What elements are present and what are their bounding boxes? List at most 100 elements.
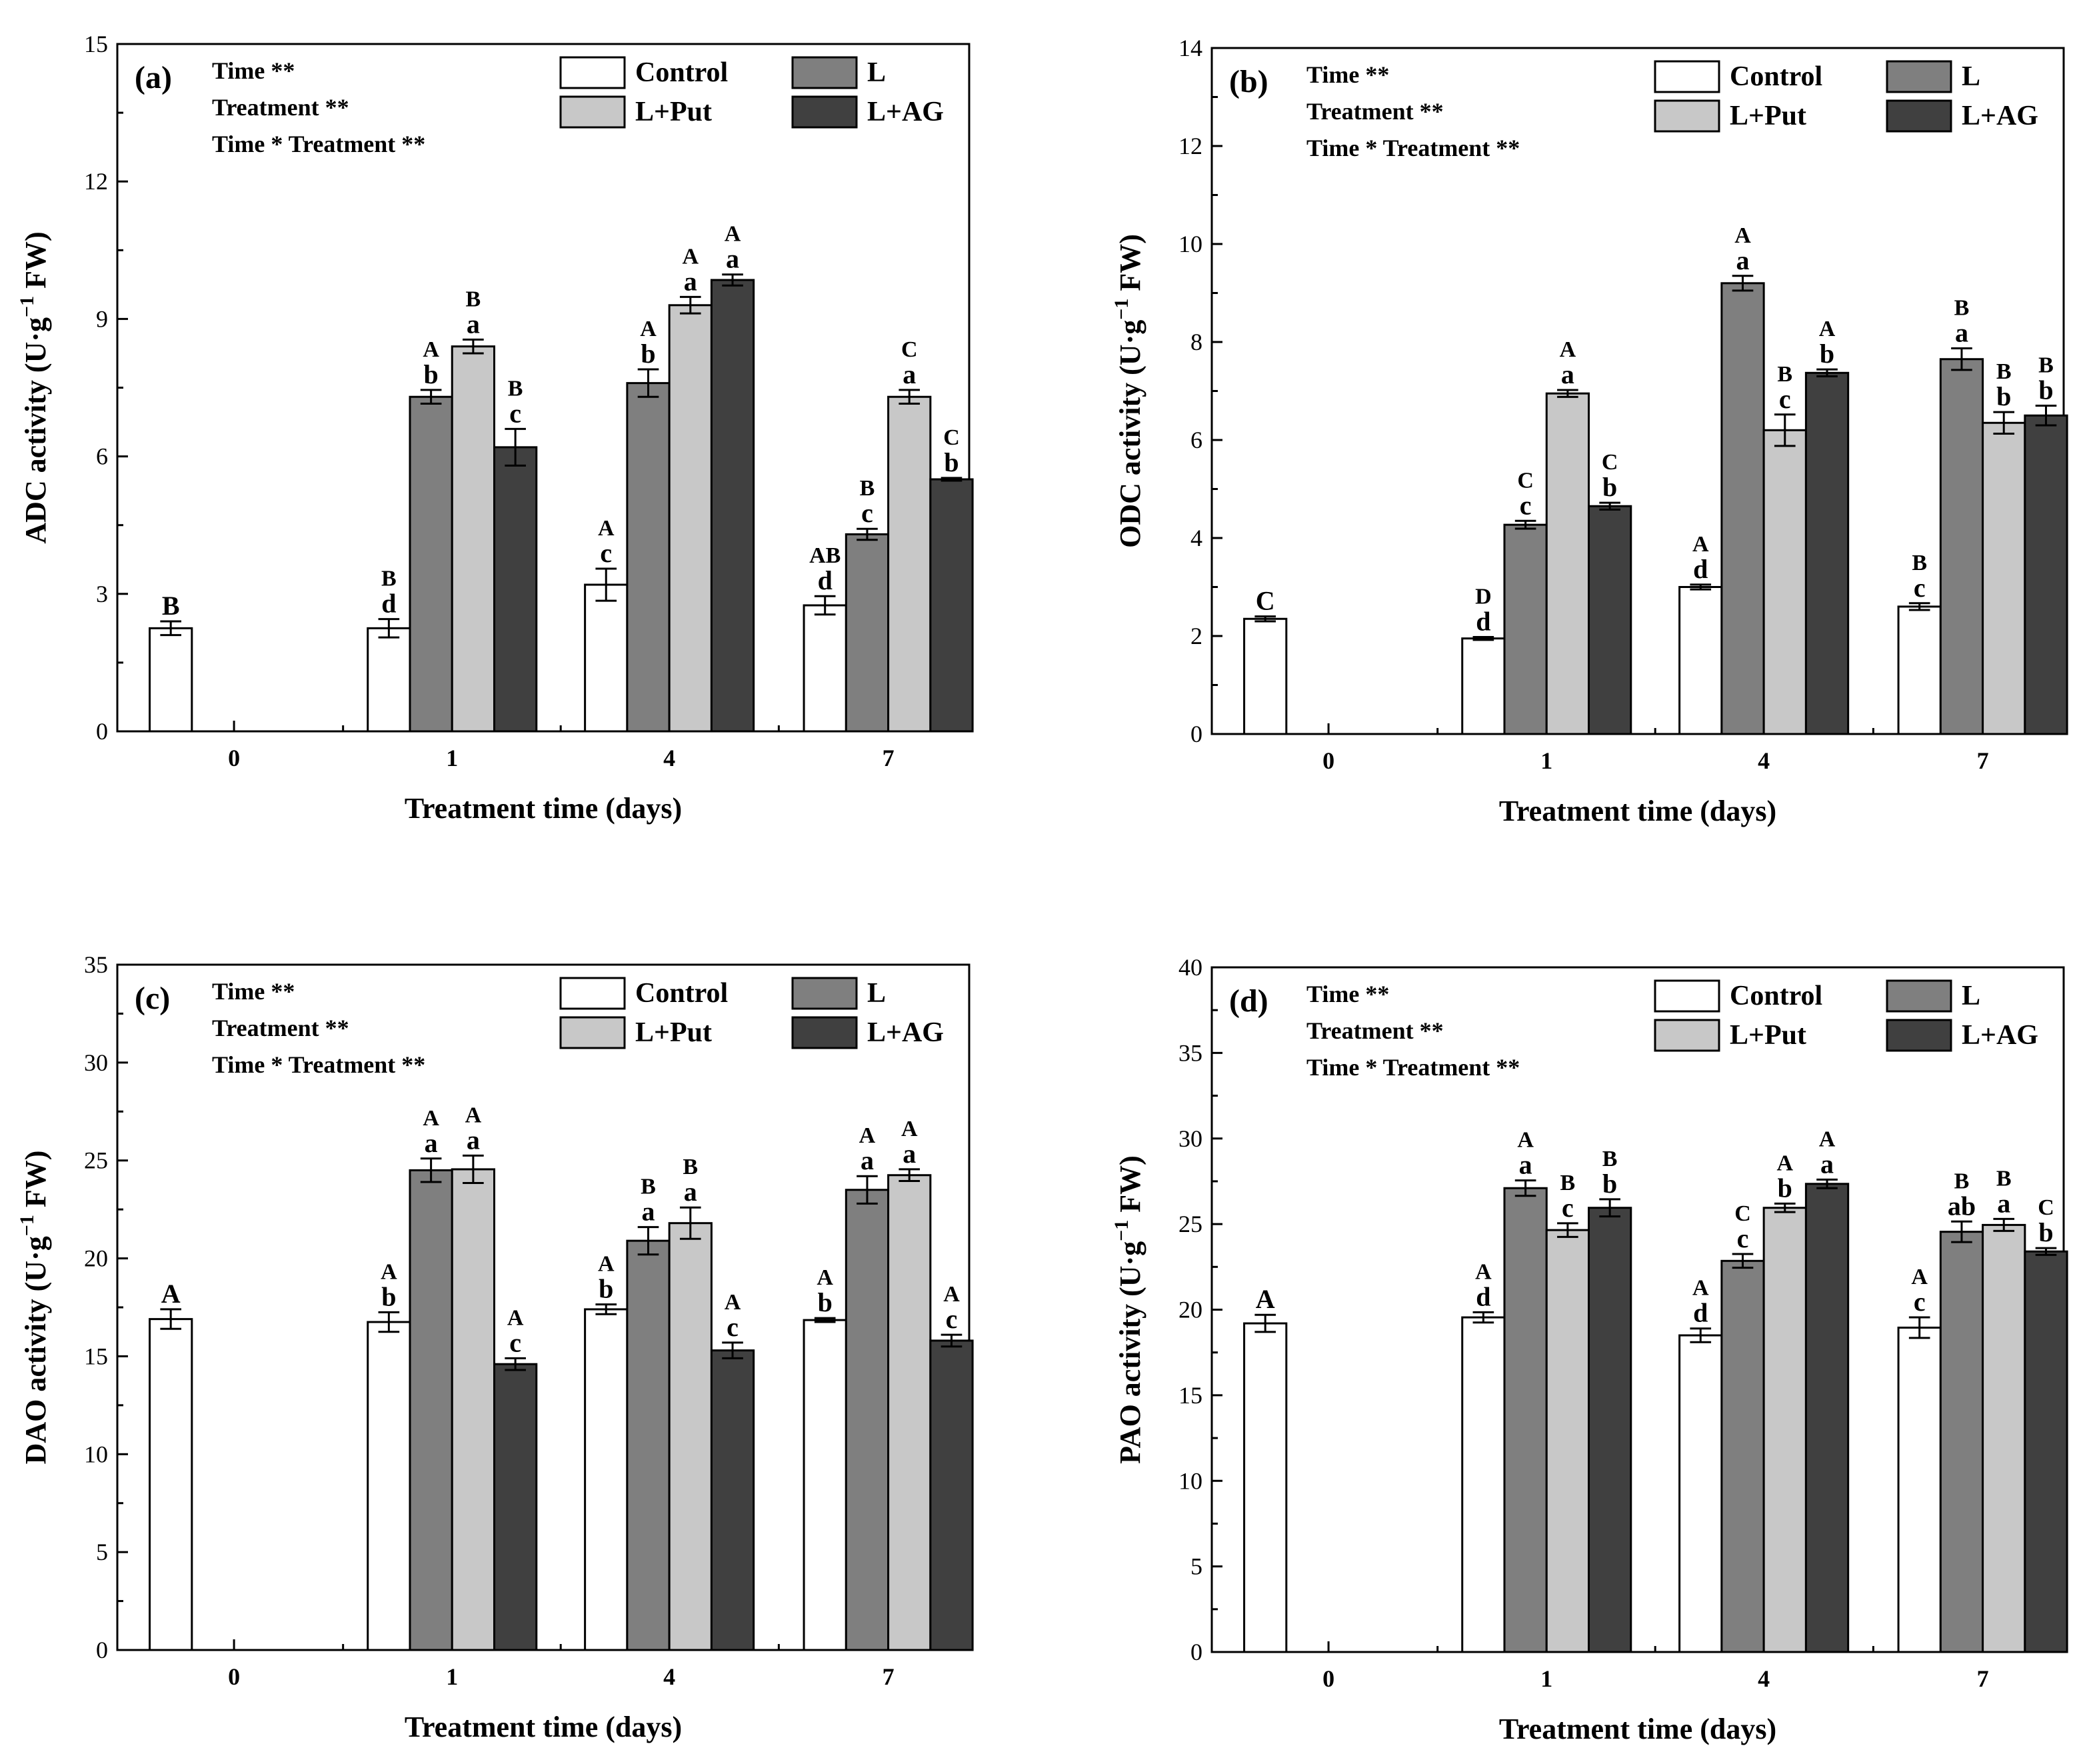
bar-l-day4 [626, 382, 671, 733]
bar-lput-day1 [451, 1168, 496, 1651]
x-tick-label: 4 [1758, 747, 1770, 774]
significance-label: a [726, 244, 739, 274]
legend-swatch-lput [1654, 1019, 1720, 1052]
significance-label: d [381, 589, 396, 619]
significance-label: a [467, 1125, 480, 1155]
y-tick-label: 20 [1178, 1297, 1202, 1323]
y-tick-label: 6 [1190, 427, 1202, 453]
significance-label: a [1955, 318, 1968, 348]
y-tick-label: 15 [84, 1343, 108, 1369]
bar-control-day7 [803, 1319, 847, 1651]
legend-label: L [1962, 61, 1980, 92]
significance-label: B [1777, 362, 1792, 387]
significance-label: B [1954, 1169, 1970, 1193]
significance-label: a [467, 309, 480, 339]
y-tick-label: 0 [1190, 721, 1202, 747]
y-tick-label: 40 [1178, 954, 1202, 981]
significance-label: c [509, 398, 521, 428]
significance-label: d [1476, 606, 1490, 636]
y-tick-label: 2 [1190, 623, 1202, 649]
x-axis-title: Treatment time (days) [1499, 1713, 1776, 1745]
x-tick-label: 1 [446, 1663, 458, 1690]
x-tick-label: 4 [663, 1663, 675, 1690]
y-tick-label: 10 [1178, 1467, 1202, 1494]
bar-lput-day4 [668, 304, 713, 733]
significance-label: B [1996, 359, 2012, 384]
x-axis-title: Treatment time (days) [405, 1711, 682, 1743]
stats-annotation: Treatment ** [212, 1015, 349, 1041]
legend-label: L+Put [1730, 101, 1806, 131]
bar-control-day1 [1461, 1316, 1506, 1653]
significance-label: A [1911, 1265, 1928, 1289]
bar-lag-day7 [929, 1339, 974, 1651]
significance-label: A [725, 222, 741, 247]
stats-annotation: Treatment ** [1306, 1017, 1444, 1044]
significance-label: B [1560, 1171, 1576, 1195]
stats-annotation: Treatment ** [1306, 98, 1444, 125]
y-tick-label: 3 [96, 581, 108, 607]
legend-label: Control [635, 57, 728, 88]
bar-control-day7 [1897, 605, 1942, 735]
significance-label: B [1602, 1147, 1618, 1171]
significance-label: A [507, 1305, 524, 1330]
x-tick-label: 7 [883, 745, 895, 771]
panel-label: (a) [135, 60, 172, 95]
bar-lput-day4 [1762, 429, 1807, 735]
significance-label: C [1734, 1201, 1751, 1226]
stats-annotation: Time ** [1306, 61, 1389, 88]
bar-lput-day4 [1762, 1207, 1807, 1653]
stats-annotation: Time ** [1306, 981, 1389, 1007]
y-axis-title: DAO activity (U·g−1 FW) [16, 1151, 52, 1465]
legend-label: L+AG [867, 97, 944, 127]
bar-lag-day7 [2024, 414, 2068, 735]
y-tick-label: 9 [96, 305, 108, 332]
y-tick-label: 5 [96, 1539, 108, 1565]
significance-label: a [1519, 1150, 1532, 1180]
bar-control-day0 [1243, 1322, 1288, 1653]
bar-lput-day7 [887, 1174, 932, 1651]
significance-label: A [465, 1103, 482, 1127]
significance-label: A [1692, 1276, 1709, 1301]
legend-swatch-lag [791, 95, 858, 129]
significance-label: b [2038, 375, 2053, 405]
significance-label: b [1602, 472, 1617, 502]
significance-label: B [1912, 551, 1927, 575]
stats-annotation: Time ** [212, 57, 295, 84]
y-tick-label: 0 [1190, 1639, 1202, 1665]
significance-label: a [684, 266, 697, 296]
significance-label: a [861, 1145, 874, 1175]
significance-label: A [1819, 1127, 1836, 1151]
y-tick-label: 15 [1178, 1382, 1202, 1409]
significance-label: A [598, 1252, 615, 1277]
bar-lput-day4 [668, 1222, 713, 1651]
significance-label: c [1779, 384, 1791, 414]
legend-swatch-lput [559, 1016, 626, 1049]
significance-label: B [466, 287, 481, 311]
legend-swatch-control [559, 977, 626, 1010]
legend-label: L [1962, 981, 1980, 1011]
significance-label: c [1520, 490, 1532, 520]
x-tick-label: 1 [1540, 747, 1552, 774]
x-tick-label: 7 [1977, 1665, 1989, 1692]
significance-label: b [1778, 1173, 1792, 1203]
y-tick-label: 35 [1178, 1039, 1202, 1066]
bar-control-day0 [149, 627, 193, 733]
bar-lag-day1 [1588, 505, 1632, 735]
bar-lput-day1 [1545, 1229, 1590, 1653]
legend-swatch-lput [1654, 99, 1720, 133]
significance-label: c [861, 498, 873, 528]
y-tick-label: 6 [96, 443, 108, 470]
significance-label: C [1602, 450, 1618, 475]
significance-label: c [1914, 1287, 1926, 1317]
legend-label: L [867, 978, 886, 1009]
stats-annotation: Time * Treatment ** [212, 1051, 425, 1078]
y-tick-label: 10 [84, 1441, 108, 1467]
bar-lput-day1 [1545, 392, 1590, 735]
y-tick-label: 5 [1190, 1553, 1202, 1580]
significance-label: b [381, 1281, 396, 1311]
bar-control-day7 [803, 604, 847, 733]
bar-control-day4 [584, 1308, 629, 1651]
significance-label: A [423, 1106, 439, 1131]
significance-label: A [859, 1123, 876, 1148]
